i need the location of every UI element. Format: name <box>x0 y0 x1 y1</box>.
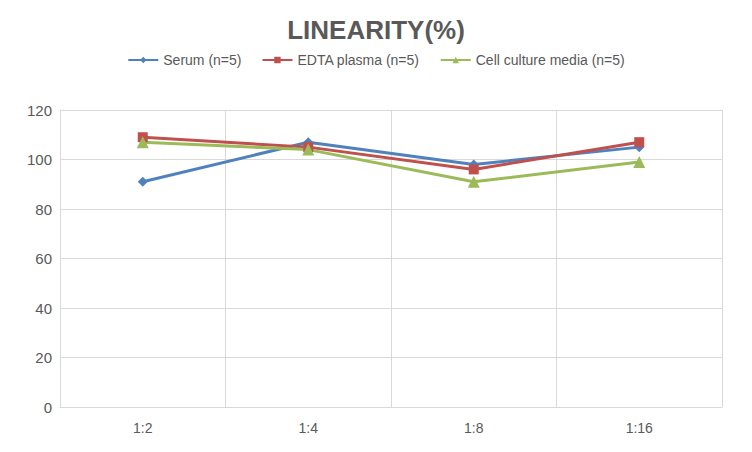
svg-text:1:4: 1:4 <box>299 420 319 436</box>
svg-text:EDTA plasma (n=5): EDTA plasma (n=5) <box>297 52 419 68</box>
svg-text:Serum (n=5): Serum (n=5) <box>163 52 241 68</box>
svg-text:60: 60 <box>35 250 52 267</box>
svg-text:1:2: 1:2 <box>133 420 153 436</box>
svg-text:100: 100 <box>27 151 52 168</box>
svg-text:40: 40 <box>35 300 52 317</box>
svg-text:20: 20 <box>35 349 52 366</box>
svg-text:1:16: 1:16 <box>626 420 653 436</box>
svg-text:120: 120 <box>27 102 52 119</box>
svg-text:1:8: 1:8 <box>464 420 484 436</box>
svg-text:Cell culture media (n=5): Cell culture media (n=5) <box>476 52 625 68</box>
svg-text:0: 0 <box>44 399 52 416</box>
svg-text:80: 80 <box>35 201 52 218</box>
svg-text:LINEARITY(%): LINEARITY(%) <box>287 15 465 45</box>
